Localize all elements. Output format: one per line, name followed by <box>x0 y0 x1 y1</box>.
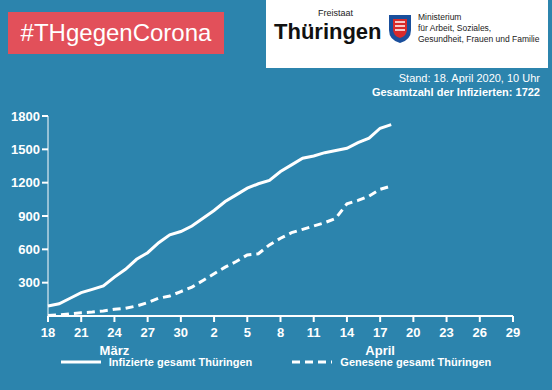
html-text:Thüringen: Thüringen <box>274 19 382 44</box>
html-text:für Arbeit, Soziales,: für Arbeit, Soziales, <box>418 23 492 33</box>
svg-text:600: 600 <box>18 242 40 257</box>
svg-text:8: 8 <box>277 325 284 340</box>
svg-text:27: 27 <box>140 325 154 340</box>
html-text:Genesene gesamt Thüringen: Genesene gesamt Thüringen <box>340 356 492 368</box>
html-text:Ministerium: Ministerium <box>418 12 462 22</box>
svg-text:26: 26 <box>473 325 487 340</box>
svg-text:1500: 1500 <box>11 142 40 157</box>
html-text:Gesamtzahl der Infizierten: 17: Gesamtzahl der Infizierten: 1722 <box>371 86 540 98</box>
svg-text:18: 18 <box>41 325 55 340</box>
svg-text:März: März <box>100 343 130 358</box>
svg-text:900: 900 <box>18 209 40 224</box>
svg-text:24: 24 <box>107 325 122 340</box>
svg-text:April: April <box>365 343 395 358</box>
svg-text:2: 2 <box>210 325 217 340</box>
svg-text:300: 300 <box>18 275 40 290</box>
html-text:Gesundheit, Frauen und Familie: Gesundheit, Frauen und Familie <box>418 34 540 44</box>
svg-text:30: 30 <box>174 325 188 340</box>
html-text:Stand: 18. April 2020, 10 Uhr: Stand: 18. April 2020, 10 Uhr <box>398 72 540 84</box>
svg-text:21: 21 <box>74 325 88 340</box>
svg-text:1800: 1800 <box>11 109 40 124</box>
svg-text:20: 20 <box>406 325 420 340</box>
svg-text:29: 29 <box>506 325 520 340</box>
html-text:Freistaat: Freistaat <box>318 8 353 18</box>
svg-text:23: 23 <box>439 325 453 340</box>
svg-text:14: 14 <box>340 325 355 340</box>
svg-text:17: 17 <box>373 325 387 340</box>
html-text:#THgegenCorona: #THgegenCorona <box>20 19 212 46</box>
svg-text:5: 5 <box>244 325 251 340</box>
html-text:Infizierte gesamt Thüringen: Infizierte gesamt Thüringen <box>108 356 253 368</box>
svg-text:1200: 1200 <box>11 175 40 190</box>
svg-text:11: 11 <box>307 325 321 340</box>
